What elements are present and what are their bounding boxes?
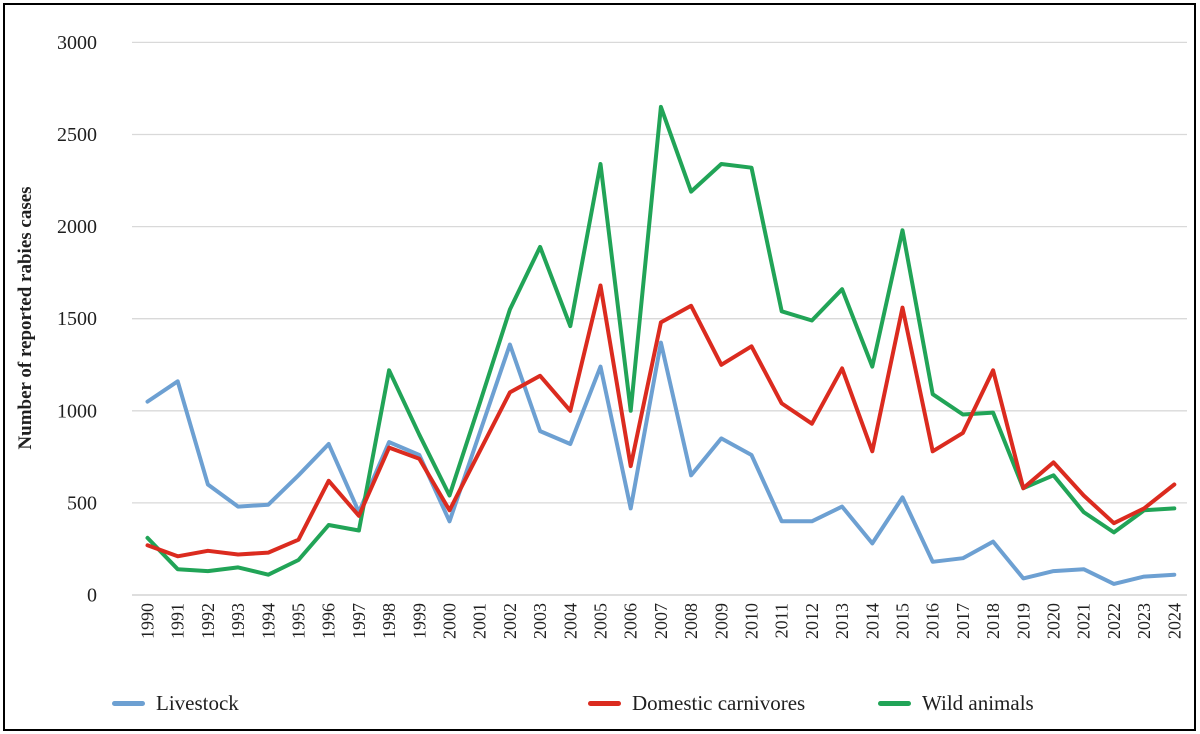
y-tick-label: 500: [67, 492, 97, 514]
x-tick-label: 1992: [198, 603, 218, 639]
x-tick-label: 1998: [379, 603, 399, 639]
x-tick-label: 2012: [802, 603, 822, 639]
y-tick-label: 3000: [57, 32, 97, 54]
y-tick-label: 2500: [57, 124, 97, 146]
x-tick-label: 1996: [319, 603, 339, 639]
x-tick-label: 2008: [681, 603, 701, 639]
x-tick-label: 2024: [1164, 603, 1184, 639]
x-tick-label: 1997: [349, 603, 369, 639]
y-tick-label: 1500: [57, 308, 97, 330]
x-tick-label: 2015: [893, 603, 913, 639]
x-tick-label: 2011: [772, 603, 792, 638]
y-axis-title: Number of reported rabies cases: [15, 186, 36, 449]
x-tick-label: 2005: [591, 603, 611, 639]
x-tick-label: 2003: [530, 603, 550, 639]
x-tick-label: 1993: [228, 603, 248, 639]
y-tick-label: 0: [87, 585, 97, 607]
x-tick-label: 2000: [440, 603, 460, 639]
x-tick-label: 2019: [1013, 603, 1033, 639]
x-tick-label: 2016: [923, 603, 943, 639]
x-tick-label: 1991: [168, 603, 188, 639]
x-tick-label: 2017: [953, 603, 973, 639]
x-tick-label: 2013: [832, 603, 852, 639]
x-tick-label: 2007: [651, 603, 671, 639]
chart-border: [3, 3, 1196, 731]
x-tick-label: 2001: [470, 603, 490, 639]
x-tick-label: 2020: [1044, 603, 1064, 639]
x-tick-label: 1995: [289, 603, 309, 639]
x-tick-label: 2009: [711, 603, 731, 639]
x-tick-label: 2022: [1104, 603, 1124, 639]
y-tick-label: 2000: [57, 216, 97, 238]
x-tick-label: 1994: [258, 603, 278, 639]
x-tick-label: 1999: [409, 603, 429, 639]
x-tick-label: 2010: [742, 603, 762, 639]
x-tick-label: 2018: [983, 603, 1003, 639]
series-line-domestic-carnivores: [145, 283, 1177, 559]
y-tick-label: 1000: [57, 400, 97, 422]
x-tick-label: 2014: [862, 603, 882, 639]
series-line-livestock: [145, 340, 1177, 586]
x-tick-label: 2023: [1134, 603, 1154, 639]
x-tick-label: 1990: [138, 603, 158, 639]
x-tick-label: 2021: [1074, 603, 1094, 639]
series-line-wild-animals: [145, 104, 1177, 577]
x-tick-label: 2002: [500, 603, 520, 639]
x-tick-label: 2004: [560, 603, 580, 639]
x-tick-label: 2006: [621, 603, 641, 639]
